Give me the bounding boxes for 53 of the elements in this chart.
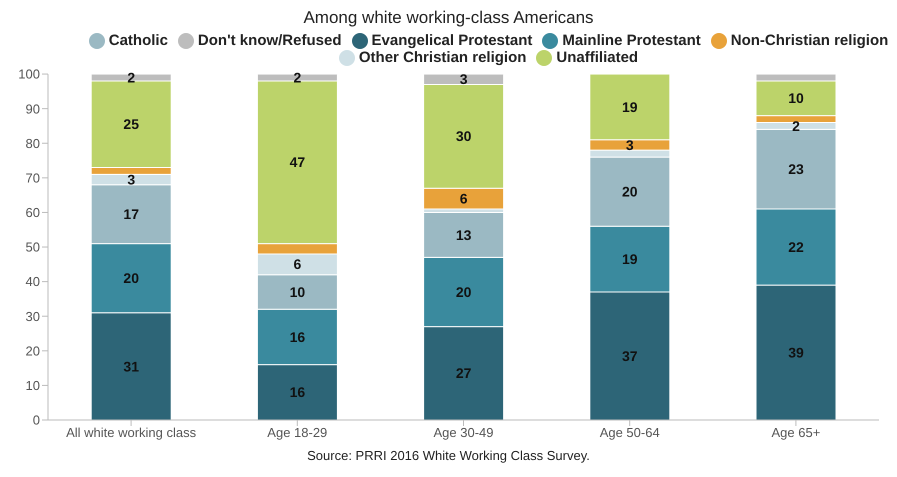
data-label: 22: [788, 238, 804, 255]
y-tick-label: 30: [26, 308, 40, 324]
data-label: 16: [290, 328, 306, 345]
data-label: 23: [788, 161, 804, 178]
data-label: 3: [460, 71, 468, 88]
y-tick-label: 0: [32, 412, 40, 428]
y-tick-label: 50: [26, 240, 40, 255]
data-label: 17: [123, 206, 140, 222]
legend-label: Non-Christian religion: [730, 32, 888, 49]
data-label: 37: [622, 348, 638, 364]
data-label: 20: [123, 270, 140, 286]
x-tick-label: Age 18-29: [267, 425, 328, 440]
chart-title: Among white working-class Americans: [302, 8, 595, 28]
x-tick-label: Age 50-64: [600, 425, 660, 440]
y-tick-label: 10: [26, 378, 40, 394]
x-tick-label: All white working class: [66, 425, 197, 440]
data-label: 6: [294, 256, 302, 272]
data-label: 10: [788, 90, 804, 106]
data-label: 16: [290, 384, 306, 400]
data-label: 39: [788, 344, 804, 360]
x-tick-label: Age 30-49: [434, 425, 494, 440]
data-label: 47: [290, 154, 306, 170]
y-tick-label: 20: [26, 343, 40, 358]
x-tick-label: Age 65+: [772, 425, 820, 440]
data-label: 10: [290, 284, 306, 300]
data-label: 25: [123, 116, 140, 132]
data-label: 20: [622, 184, 638, 200]
data-label: 2: [792, 118, 800, 134]
data-label: 19: [622, 98, 638, 115]
y-tick-label: 80: [26, 136, 40, 151]
source-note: Source: PRRI 2016 White Working Class Survey.: [306, 448, 591, 463]
legend-label: Mainline Protestant: [562, 32, 701, 49]
y-tick-label: 100: [18, 66, 40, 82]
data-label: 6: [460, 190, 468, 206]
y-tick-label: 70: [26, 170, 40, 186]
legend-label: Evangelical Protestant: [372, 32, 532, 49]
y-tick-label: 60: [26, 205, 40, 220]
y-tick-label: 90: [26, 101, 40, 116]
data-label: 30: [456, 128, 472, 144]
legend-label: Unaffiliated: [556, 49, 638, 66]
y-tick-label: 40: [26, 274, 40, 290]
data-label: 19: [622, 251, 638, 268]
data-label: 27: [456, 365, 472, 382]
data-label: 3: [127, 171, 136, 188]
data-label: 13: [456, 226, 472, 243]
data-label: 20: [456, 284, 472, 300]
data-label: 2: [127, 69, 136, 86]
data-label: 31: [123, 358, 140, 374]
legend-label: Catholic: [108, 32, 168, 49]
data-label: 2: [294, 69, 302, 86]
data-label: 3: [626, 136, 634, 153]
legend-label: Don't know/Refused: [198, 32, 342, 49]
legend-label: Other Christian religion: [358, 49, 526, 66]
